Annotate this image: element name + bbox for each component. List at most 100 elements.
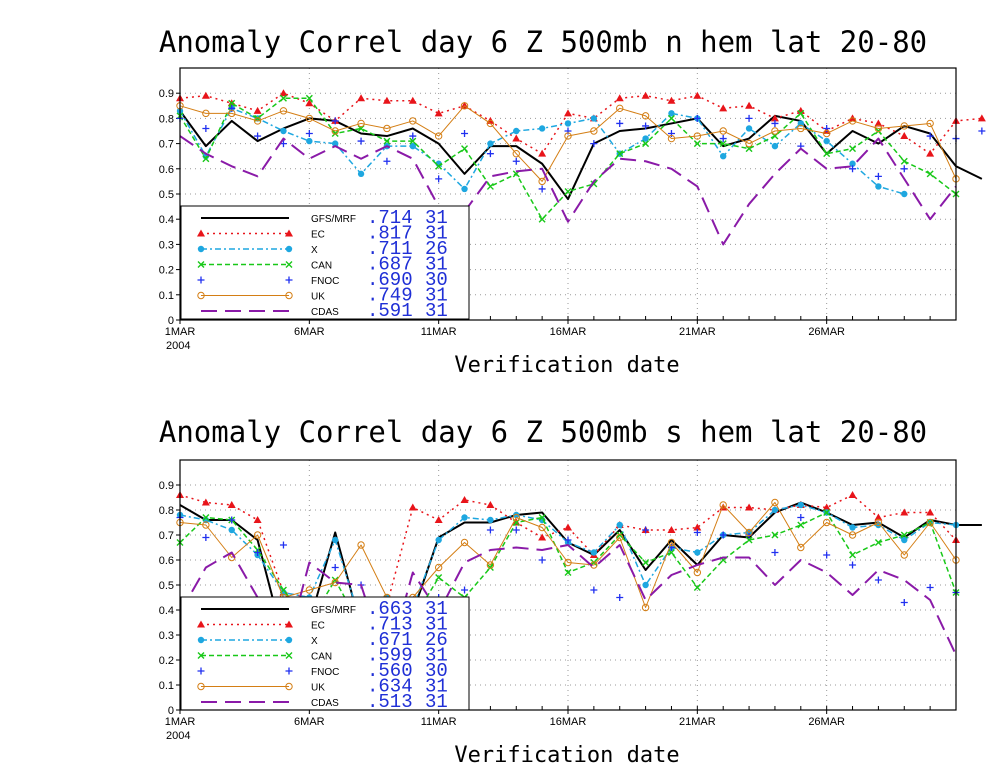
data-point (926, 119, 934, 128)
series-fnoc (176, 104, 986, 193)
data-point (693, 523, 702, 531)
data-point (719, 140, 727, 148)
data-point (822, 503, 831, 511)
data-point (538, 514, 546, 521)
data-point (228, 526, 235, 534)
legend-score: .560 (367, 660, 413, 682)
legend-count: 31 (425, 691, 448, 713)
x-tick-label: 6MAR (294, 326, 325, 338)
data-point (642, 135, 649, 142)
data-point (667, 549, 675, 556)
data-point (201, 91, 210, 99)
legend-score: .749 (367, 285, 413, 307)
legend-score: .817 (367, 223, 413, 245)
legend-marker (197, 667, 205, 675)
data-point (693, 132, 702, 140)
legend: GFS/MRF .663 31 EC .713 31 X .671 26 CAN .599 31 FNO… (180, 596, 470, 713)
data-point (201, 498, 210, 506)
data-point (486, 150, 494, 158)
data-point (900, 122, 908, 130)
data-point (538, 125, 546, 132)
legend-count: 31 (425, 645, 448, 667)
data-point (538, 533, 547, 541)
data-point (615, 94, 624, 102)
legend-score: .671 (367, 629, 413, 651)
data-point (357, 137, 365, 145)
data-point (538, 556, 546, 564)
data-point (202, 109, 210, 118)
data-point (848, 491, 857, 498)
data-point (874, 127, 882, 135)
data-point (926, 584, 934, 591)
plot-frame (179, 67, 957, 321)
legend-count: 31 (425, 254, 448, 276)
data-point (900, 165, 908, 173)
data-point (408, 96, 417, 104)
data-point (305, 114, 314, 123)
legend-marker (197, 682, 205, 691)
data-point (745, 125, 753, 132)
data-point (253, 106, 262, 114)
legend-score: .599 (367, 645, 413, 667)
y-tick-label: 0.3 (159, 630, 174, 642)
y-tick-label: 0.7 (159, 530, 174, 542)
data-point (745, 139, 753, 148)
data-point (382, 96, 391, 104)
data-point (797, 514, 805, 521)
data-point (434, 563, 443, 572)
series-line (179, 135, 957, 246)
x-tick-label: 21MAR (679, 716, 716, 728)
data-point (331, 117, 339, 125)
data-point (719, 531, 727, 539)
data-point (486, 564, 494, 571)
y-tick-label: 0.3 (159, 239, 174, 251)
data-point (461, 586, 469, 594)
y-tick-label: 0 (168, 315, 174, 327)
data-point (641, 112, 650, 120)
data-point (771, 119, 779, 127)
data-point (668, 110, 675, 117)
data-point (693, 91, 702, 99)
data-point (745, 114, 753, 122)
data-point (512, 157, 520, 165)
legend-label: CAN (311, 261, 332, 272)
data-point (564, 132, 572, 140)
data-point (512, 513, 520, 522)
data-point (409, 117, 417, 125)
data-point (771, 142, 779, 150)
data-point (332, 536, 339, 544)
data-point (719, 501, 727, 509)
legend-count: 31 (425, 207, 448, 229)
y-tick-label: 0 (168, 705, 174, 717)
legend-count: 30 (425, 660, 448, 682)
legend-marker (285, 245, 293, 253)
data-point (564, 536, 572, 544)
legend-marker (285, 276, 293, 284)
data-point (771, 549, 779, 556)
data-point (616, 533, 624, 542)
legend-label: EC (311, 230, 325, 241)
data-point (331, 564, 339, 571)
x-tick-label: 11MAR (421, 716, 457, 728)
y-tick-label: 0.1 (159, 290, 174, 302)
legend-marker (197, 652, 205, 659)
legend-marker (285, 667, 293, 675)
data-point (486, 501, 495, 508)
data-point (357, 119, 365, 128)
data-point (926, 149, 935, 157)
data-point (823, 150, 831, 158)
legend-count: 26 (425, 629, 448, 651)
data-point (331, 130, 339, 138)
data-point (512, 149, 520, 158)
chart-title: Anomaly Correl day 6 Z 500mb n hem lat 2… (159, 25, 927, 59)
x-tick-sublabel: 2004 (166, 340, 190, 352)
panel-south-hemisphere: Anomaly Correl day 6 Z 500mb s hem lat 2… (159, 415, 982, 768)
x-tick-label: 11MAR (421, 326, 457, 338)
data-point (848, 531, 857, 539)
data-point (228, 109, 236, 118)
data-point (719, 127, 727, 135)
series-cdas (179, 135, 957, 246)
data-point (667, 96, 676, 104)
data-point (745, 503, 754, 511)
data-point (822, 129, 831, 138)
